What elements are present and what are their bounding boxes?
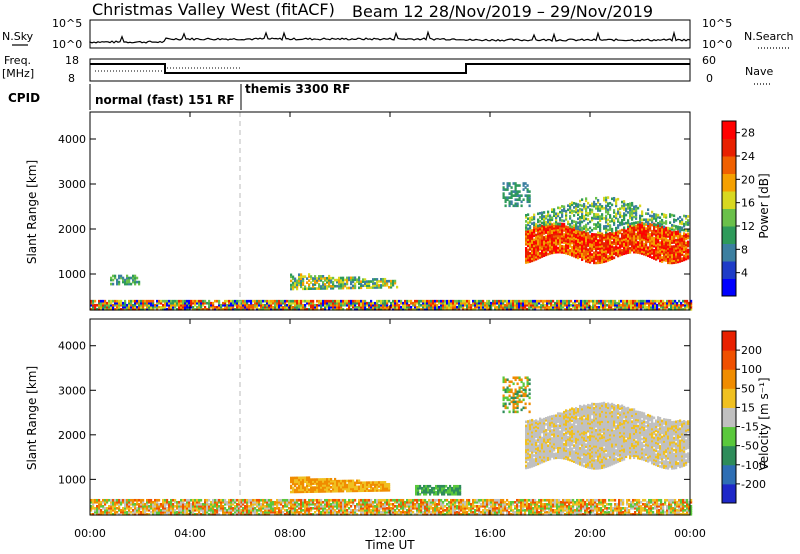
velocity-data [90,376,693,516]
power-colorbar-tick: 8 [741,243,748,256]
nave-tick-high: 60 [702,54,716,67]
nsky-label: N.Sky [2,30,34,43]
nsky-tick-high: 10^5 [52,17,82,30]
x-tick-label: 16:00 [474,527,506,540]
cpid-panel: CPID normal (fast) 151 RF themis 3300 RF [8,82,350,110]
power-colorbar-swatch [722,138,736,157]
nave-label: Nave [745,65,773,78]
nsearch-tick-high: 10^5 [702,17,732,30]
y-tick-label: 4000 [58,133,86,146]
nsky-trace [89,30,691,44]
freq-label: Freq. [4,54,31,67]
power-colorbar-swatch [722,243,736,262]
y-tick-label: 3000 [58,384,86,397]
power-colorbar-swatch [722,278,736,297]
power-colorbar: 4 8 12 16 20 24 28 [721,120,755,297]
velocity-colorbar: 200 100 50 15 -15 -50 -100 -200 [721,330,766,504]
x-tick-label: 04:00 [174,527,206,540]
cpid-mode-2: themis 3300 RF [245,82,350,96]
nsky-panel: N.Sky 10^5 10^0 10^5 10^0 N.Search [2,17,794,51]
nave-tick-low: 0 [706,72,713,85]
velocity-colorbar-swatch [722,483,736,504]
power-colorbar-swatch [722,208,736,227]
velocity-ylabel: Slant Range [km] [25,366,39,470]
power-colorbar-label: Power [dB] [757,173,771,238]
freq-tick-high: 18 [65,54,79,67]
velocity-colorbar-swatch [722,369,736,389]
power-colorbar-swatch [722,226,736,244]
x-tick-label: 12:00 [374,527,406,540]
cpid-mode-1: normal (fast) 151 RF [95,93,235,107]
power-y-axis: 1000 2000 3000 4000 [58,133,690,281]
power-data [90,182,693,311]
velocity-panel: 1000 2000 3000 4000 Slant Range [km] [25,318,693,516]
power-ylabel: Slant Range [km] [25,160,39,264]
power-colorbar-tick: 12 [741,220,755,233]
velocity-colorbar-swatch [722,426,736,447]
freq-unit: [MHz] [2,67,34,80]
freq-panel: Freq. [MHz] 18 8 60 0 Nave [2,54,773,85]
power-colorbar-swatch [722,191,736,209]
power-panel: 1000 2000 3000 4000 Slant Range [km] [25,111,693,311]
y-tick-label: 4000 [58,340,86,353]
y-tick-label: 1000 [58,473,86,486]
velocity-colorbar-swatch [722,445,736,466]
velocity-colorbar-tick: -15 [741,421,759,434]
y-tick-label: 3000 [58,178,86,191]
power-colorbar-tick: 20 [741,173,755,186]
power-colorbar-swatch [722,121,736,139]
freq-trace [90,63,690,74]
velocity-colorbar-tick: -50 [741,440,759,453]
y-tick-label: 2000 [58,223,86,236]
nsky-tick-low: 10^0 [52,38,82,51]
x-tick-label: 20:00 [574,527,606,540]
x-axis: 00:00 04:00 08:00 12:00 16:00 20:00 00:00 [74,112,706,540]
freq-tick-low: 8 [68,72,75,85]
x-tick-label: 00:00 [74,527,106,540]
cpid-label: CPID [8,91,40,105]
power-colorbar-tick: 24 [741,150,755,163]
velocity-colorbar-swatch [722,407,736,428]
y-tick-label: 1000 [58,268,86,281]
velocity-colorbar-swatch [722,464,736,485]
velocity-colorbar-tick: 50 [741,382,755,395]
nsearch-label: N.Search [744,30,794,43]
velocity-colorbar-tick: -100 [741,459,766,472]
velocity-colorbar-tick: 200 [741,344,762,357]
x-axis-label: Time UT [364,538,415,552]
velocity-colorbar-label: Velocity [m s⁻¹] [757,377,771,470]
velocity-colorbar-tick: 100 [741,363,762,376]
y-tick-label: 2000 [58,429,86,442]
power-colorbar-tick: 16 [741,197,755,210]
velocity-colorbar-swatch [722,331,736,351]
title-beam-date: Beam 12 28/Nov/2019 – 29/Nov/2019 [352,2,653,21]
velocity-colorbar-tick: 15 [741,401,755,414]
velocity-colorbar-swatch [722,388,736,408]
velocity-colorbar-tick: -200 [741,478,766,491]
power-colorbar-tick: 28 [741,127,755,140]
nsearch-tick-low: 10^0 [702,38,732,51]
velocity-colorbar-swatch [722,350,736,370]
x-tick-label: 08:00 [274,527,306,540]
velocity-y-axis: 1000 2000 3000 4000 [58,340,690,486]
power-colorbar-swatch [722,261,736,279]
title-station: Christmas Valley West (fitACF) [92,0,335,19]
power-colorbar-tick: 4 [741,267,748,280]
x-tick-label: 00:00 [674,527,706,540]
power-colorbar-swatch [722,156,736,174]
nave-trace [95,67,240,72]
power-colorbar-swatch [722,173,736,192]
